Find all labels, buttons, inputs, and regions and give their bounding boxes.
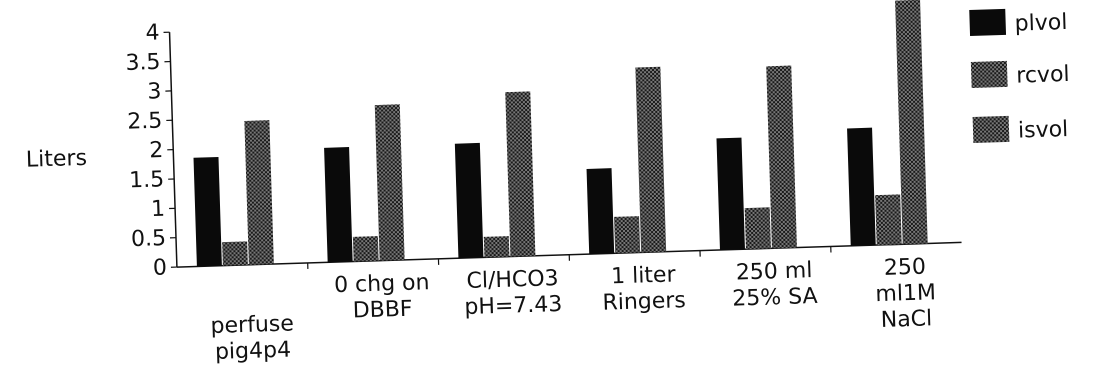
bar-rcvol <box>483 236 510 258</box>
bar-isvol <box>505 91 536 257</box>
bar-isvol <box>895 0 928 245</box>
category-label: 1 literRingers <box>601 262 686 316</box>
bar-plvol <box>586 168 615 255</box>
y-tick-label: 3.5 <box>125 50 161 76</box>
y-tick-label: 3 <box>147 79 162 104</box>
y-tick-label: 4 <box>145 21 160 46</box>
legend: plvol rcvol isvol <box>969 8 1070 144</box>
bar-rcvol <box>744 207 771 250</box>
legend-swatch-isvol <box>972 115 1010 143</box>
bar-isvol <box>766 65 797 249</box>
category-label: 0 chg onDBBF <box>334 270 431 324</box>
category-label: perfusepig4p4 <box>210 311 295 365</box>
bar-rcvol <box>875 194 902 246</box>
bar-isvol <box>374 104 405 261</box>
plot-area: 0 0.5 1 1.5 2 2.5 3 3.5 4 perfusepig4p4 0 chg onD… <box>26 0 962 365</box>
y-tick-label: 2.5 <box>127 109 163 135</box>
bar-plvol <box>454 142 484 259</box>
legend-swatch-rcvol <box>970 60 1008 89</box>
bar-isvol <box>244 120 274 265</box>
legend-label-rcvol: rcvol <box>1016 62 1070 89</box>
bar-rcvol <box>222 241 248 266</box>
bar-rcvol <box>352 236 379 262</box>
y-tick-label: 0.5 <box>131 226 167 252</box>
y-tick-label: 2 <box>149 138 164 163</box>
bar-plvol <box>324 147 353 263</box>
y-tick-label: 1.5 <box>129 167 165 193</box>
legend-swatch-plvol <box>969 8 1007 37</box>
bar-plvol <box>193 157 222 267</box>
category-label: 250 ml25% SA <box>731 258 818 312</box>
bar-plvol <box>847 127 876 246</box>
category-label: 250ml1MNaCl <box>874 254 937 333</box>
bar-rcvol <box>614 216 641 254</box>
legend-label-isvol: isvol <box>1018 117 1069 144</box>
y-axis-label: Liters <box>26 146 88 173</box>
category-label: Cl/HCO3pH=7.43 <box>463 266 562 320</box>
bar-plvol <box>716 137 745 250</box>
bar-isvol <box>635 66 667 253</box>
legend-label-plvol: plvol <box>1014 10 1067 37</box>
y-tick-label: 0 <box>153 255 168 280</box>
y-tick-label: 1 <box>151 197 166 222</box>
